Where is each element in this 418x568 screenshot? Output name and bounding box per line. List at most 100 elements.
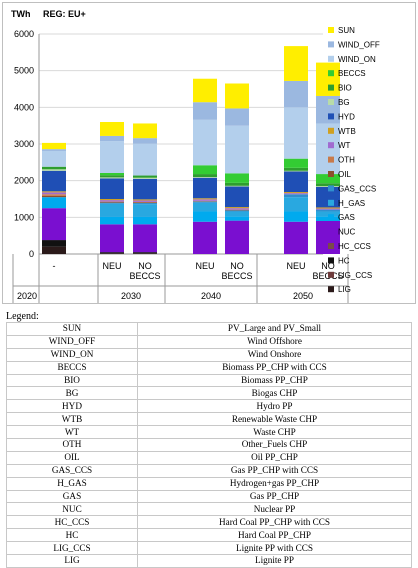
- bar-segment-sun: [225, 84, 249, 109]
- legend-description: Biogas CHP: [138, 387, 412, 400]
- legend-entry-lig: LIG: [338, 285, 351, 294]
- legend-description: Nuclear PP: [138, 503, 412, 516]
- bar-segment-wind_on: [225, 126, 249, 174]
- bar-segment-bg: [284, 171, 308, 172]
- bar-segment-wind_on: [100, 141, 124, 173]
- bar-segment-wtb: [100, 199, 124, 200]
- bar-segment-oil: [42, 196, 66, 197]
- bar-segment-oth: [42, 194, 66, 195]
- legend-entry-oil: OIL: [338, 170, 351, 179]
- bar-segment-bg: [100, 177, 124, 178]
- bar-segment-gas: [100, 217, 124, 224]
- x-group-label: 2030: [121, 291, 141, 301]
- x-category-label: NEU: [286, 261, 305, 271]
- legend-code: BG: [7, 387, 138, 400]
- y-tick-label: 3000: [14, 139, 34, 149]
- bar-segment-hyd: [100, 178, 124, 199]
- bar-segment-wind_off: [42, 149, 66, 151]
- bar-segment-sun: [42, 143, 66, 149]
- bar-segment-nuc: [100, 224, 124, 252]
- legend-code: WIND_ON: [7, 348, 138, 361]
- bar-segment-lig: [133, 253, 157, 254]
- legend-description: Hydrogen+gas PP_CHP: [138, 477, 412, 490]
- legend-description: PV_Large and PV_Small: [138, 323, 412, 336]
- y-tick-label: 1000: [14, 212, 34, 222]
- legend-code: HC_CCS: [7, 516, 138, 529]
- bar-segment-h_gas: [225, 211, 249, 216]
- legend-swatch-gas: [328, 214, 334, 220]
- legend-swatch-sun: [328, 27, 334, 33]
- legend-description: Biomass PP_CHP with CCS: [138, 361, 412, 374]
- bar-segment-gas_ccs: [316, 210, 340, 212]
- bar-segment-gas_ccs: [133, 203, 157, 204]
- legend-entry-h_gas: H_GAS: [338, 199, 365, 208]
- bar-segment-wind_off: [284, 81, 308, 107]
- legend-entry-oth: OTH: [338, 156, 355, 165]
- legend-entry-sun: SUN: [338, 26, 355, 35]
- bar-segment-wtb: [42, 191, 66, 192]
- bar-segment-lig: [42, 247, 66, 254]
- bar-segment-h_gas: [193, 203, 217, 212]
- y-tick-label: 0: [29, 249, 34, 259]
- legend-description: Wind Onshore: [138, 348, 412, 361]
- legend-entry-hc: HC: [338, 256, 350, 265]
- legend-code: H_GAS: [7, 477, 138, 490]
- bar-segment-wind_on: [42, 151, 66, 167]
- bar-segment-bio: [193, 174, 217, 177]
- legend-entry-wtb: WTB: [338, 127, 356, 136]
- legend-code: OIL: [7, 451, 138, 464]
- y-tick-label: 2000: [14, 176, 34, 186]
- legend-code: HYD: [7, 400, 138, 413]
- legend-swatch-lig_ccs: [328, 272, 334, 278]
- legend-entry-nuc: NUC: [338, 228, 356, 237]
- bar-segment-gas_ccs: [193, 202, 217, 203]
- legend-code: LIG_CCS: [7, 542, 138, 555]
- bar-segment-h_gas: [100, 204, 124, 217]
- legend-description: Hard Coal PP_CHP: [138, 529, 412, 542]
- legend-swatch-oil: [328, 171, 334, 177]
- bar-segment-bio: [100, 175, 124, 177]
- legend-swatch-hyd: [328, 113, 334, 119]
- region-label: REG: EU+: [43, 9, 86, 19]
- bar-segment-hc: [133, 252, 157, 253]
- legend-description: Biomass PP_CHP: [138, 374, 412, 387]
- bar-segment-gas: [284, 211, 308, 221]
- bar-segment-wind_on: [284, 107, 308, 158]
- bar-segment-hyd: [284, 172, 308, 193]
- legend-swatch-wtb: [328, 128, 334, 134]
- legend-entry-gas_ccs: GAS_CCS: [338, 184, 376, 193]
- bar-segment-bg: [42, 169, 66, 170]
- bar-segment-hyd: [225, 187, 249, 208]
- legend-description: Lignite PP with CCS: [138, 542, 412, 555]
- legend-swatch-nuc: [328, 229, 334, 235]
- legend-description: Other_Fuels CHP: [138, 439, 412, 452]
- bar-segment-wind_off: [225, 108, 249, 125]
- bar-segment-hyd: [42, 171, 66, 192]
- bar-segment-bio: [284, 168, 308, 171]
- legend-description: Gas PP_CHP: [138, 490, 412, 503]
- bar-segment-wt: [100, 200, 124, 201]
- bar-segment-wt: [193, 199, 217, 200]
- legend-description: Gas PP_CHP with CCS: [138, 464, 412, 477]
- legend-swatch-wind_off: [328, 41, 334, 47]
- bar-segment-nuc: [316, 221, 340, 254]
- bar-segment-bg: [225, 186, 249, 187]
- legend-code: WTB: [7, 413, 138, 426]
- legend-description: Wind Offshore: [138, 335, 412, 348]
- legend-code: GAS: [7, 490, 138, 503]
- bar-segment-sun: [100, 122, 124, 136]
- x-category-label: BECCS: [129, 271, 160, 281]
- x-category-label: NEU: [195, 261, 214, 271]
- bar-segment-gas_ccs: [100, 203, 124, 204]
- x-category-label: BECCS: [221, 271, 252, 281]
